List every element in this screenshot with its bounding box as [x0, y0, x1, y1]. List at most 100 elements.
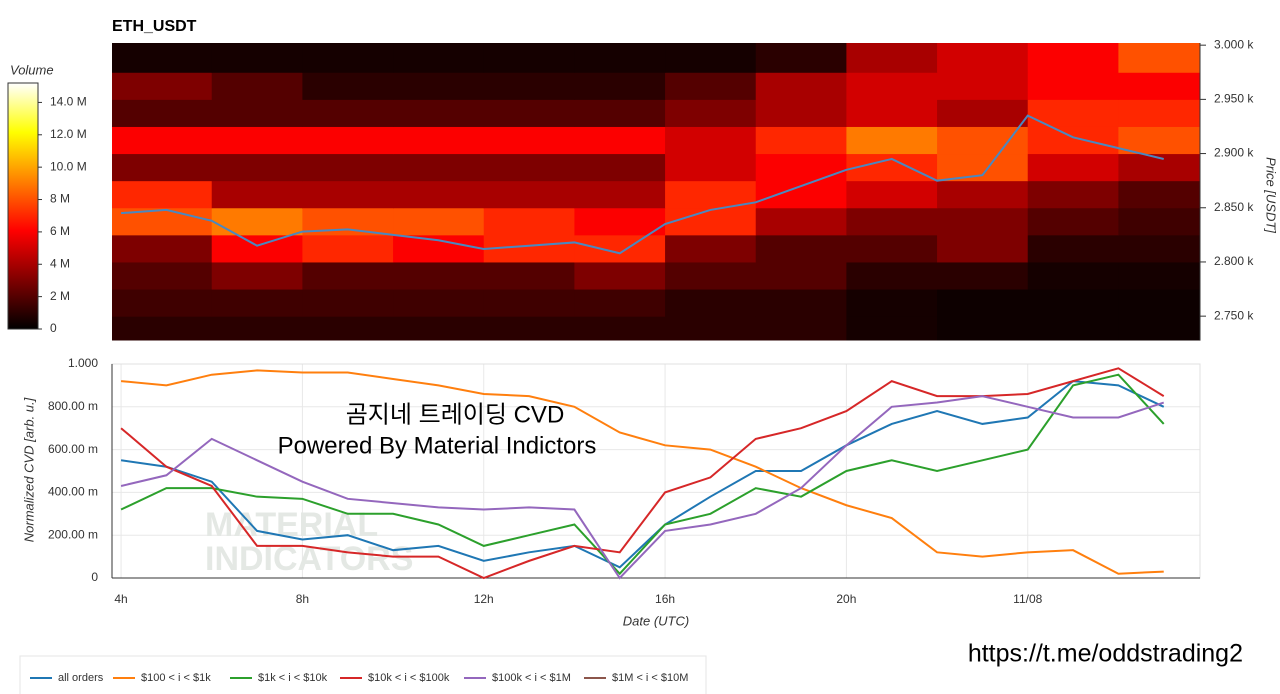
heatmap-cell [665, 207, 757, 236]
chart-title: ETH_USDT [112, 18, 197, 35]
heatmap-cell [1027, 289, 1119, 317]
heatmap-cell [393, 289, 485, 317]
heatmap-cell [393, 234, 485, 263]
heatmap-cell [574, 234, 666, 263]
heatmap-cell [393, 316, 485, 341]
heatmap-cell [574, 126, 666, 155]
colorbar-tick-label: 6 M [50, 224, 70, 238]
heatmap-cell [755, 43, 847, 73]
heatmap-cell [302, 72, 394, 100]
y-tick-label: 400.00 m [48, 485, 98, 499]
heatmap-cell [574, 261, 666, 290]
heatmap-cell [1118, 234, 1201, 263]
annotation: Powered By Material Indictors [278, 432, 597, 459]
colorbar-tick-label: 12.0 M [50, 127, 87, 141]
heatmap-cell [112, 43, 213, 73]
heatmap-cell [1027, 316, 1119, 341]
heatmap-cell [1027, 234, 1119, 263]
heatmap-cell [574, 180, 666, 209]
heatmap-cell [755, 316, 847, 341]
heatmap-cell [846, 99, 938, 127]
heatmap-cell [483, 72, 575, 100]
heatmap-cell [937, 261, 1029, 290]
y-tick-label: 2.750 k [1214, 308, 1254, 322]
x-tick-label: 20h [836, 592, 856, 606]
heatmap-cell [211, 180, 303, 209]
heatmap-cell [937, 180, 1029, 209]
heatmap-cell [1027, 43, 1119, 73]
heatmap-cell [483, 99, 575, 127]
colorbar [7, 82, 39, 330]
heatmap-cell [1118, 316, 1201, 341]
heatmap-cell [755, 261, 847, 290]
heatmap-cell [665, 316, 757, 341]
heatmap-cell [665, 180, 757, 209]
heatmap-cell [1027, 180, 1119, 209]
y-tick-label: 2.850 k [1214, 200, 1254, 214]
heatmap-cell [846, 207, 938, 236]
heatmap-cell [665, 43, 757, 73]
heatmap-cell [937, 99, 1029, 127]
legend-label: $100k < i < $1M [492, 672, 571, 684]
y-tick-label: 200.00 m [48, 527, 98, 541]
heatmap-cell [574, 99, 666, 127]
heatmap-cell [211, 43, 303, 73]
heatmap-cell [665, 126, 757, 155]
price-line [120, 114, 1164, 255]
heatmap-cell [1118, 99, 1201, 127]
heatmap-cell [937, 289, 1029, 317]
legend-label: all orders [58, 672, 104, 684]
heatmap-cell [393, 72, 485, 100]
y-tick-label: 800.00 m [48, 399, 98, 413]
annotation: 곰지네 트레이딩 CVD [346, 401, 565, 428]
heatmap-cell [574, 207, 666, 236]
heatmap-cell [574, 72, 666, 100]
colorbar-tick-label: 8 M [50, 192, 70, 206]
heatmap-cell [483, 289, 575, 317]
heatmap-cell [211, 316, 303, 341]
cvd-plot: 0 200.00 m 400.00 m 600.00 m 800.00 m 1.000 4h… [48, 356, 1201, 606]
colorbar-tick-label: 0 [50, 321, 57, 335]
heatmap-cell [112, 126, 213, 155]
heatmap-cell [112, 153, 213, 182]
colorbar-tick-label: 2 M [50, 289, 70, 303]
heatmap-cell [937, 234, 1029, 263]
heatmap-cell [574, 316, 666, 341]
heatmap-cell [393, 99, 485, 127]
legend-label: $1k < i < $10k [258, 672, 328, 684]
heatmap-cell [1027, 261, 1119, 290]
y-axis-label: Price [USDT] [1264, 157, 1279, 233]
y-tick-label: 2.950 k [1214, 92, 1254, 106]
heatmap-cell [574, 153, 666, 182]
x-tick-label: 8h [296, 592, 309, 606]
y-tick-label: 0 [91, 570, 98, 584]
heatmap-cell [112, 316, 213, 341]
heatmap-cell [1027, 153, 1119, 182]
heatmap-cell [755, 99, 847, 127]
heatmap-cell [112, 289, 213, 317]
heatmap-cell [211, 289, 303, 317]
heatmap-cell [1118, 207, 1201, 236]
annotation: https://t.me/oddstrading2 [968, 640, 1243, 668]
heatmap-cell [755, 72, 847, 100]
heatmap-cell [755, 289, 847, 317]
heatmap-cell [302, 153, 394, 182]
heatmap-cell [846, 126, 938, 155]
series-line [120, 369, 1164, 575]
legend-label: $10k < i < $100k [368, 672, 450, 684]
heatmap-cell [1118, 261, 1201, 290]
heatmap-cell [937, 153, 1029, 182]
heatmap-cell [846, 72, 938, 100]
heatmap-cell [937, 207, 1029, 236]
heatmap-cell [665, 289, 757, 317]
heatmap-cell [665, 99, 757, 127]
heatmap-cell [755, 153, 847, 182]
y-tick-label: 2.900 k [1214, 146, 1254, 160]
heatmap-cell [937, 43, 1029, 73]
heatmap-cell [393, 126, 485, 155]
heatmap-cell [937, 126, 1029, 155]
heatmap-cell [483, 316, 575, 341]
heatmap-cell [755, 207, 847, 236]
heatmap-cell [1027, 72, 1119, 100]
